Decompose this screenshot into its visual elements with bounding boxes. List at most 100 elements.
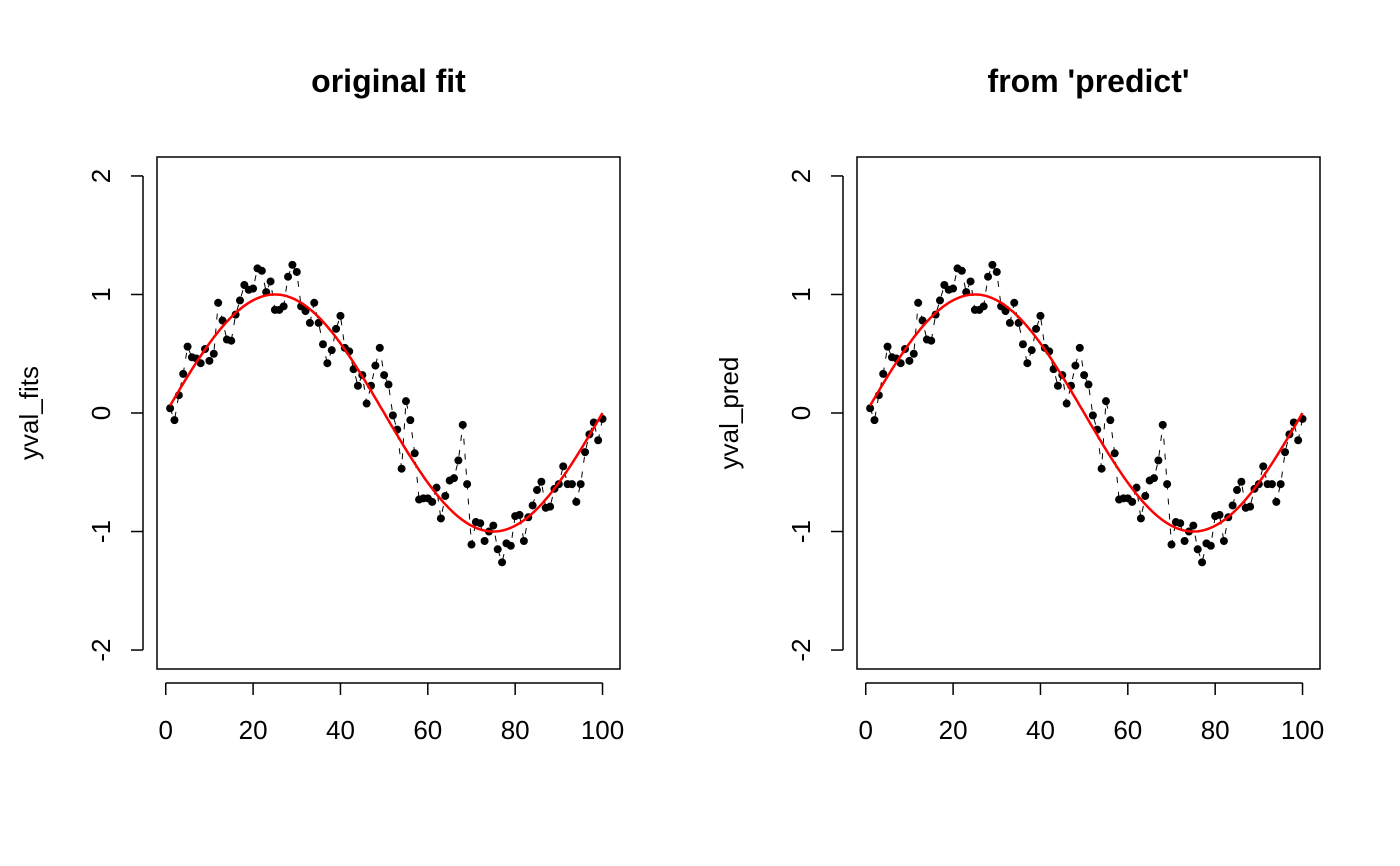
data-point (949, 284, 958, 293)
data-point (528, 501, 537, 510)
data-point (1180, 537, 1189, 545)
y-tick-label: -1 (86, 520, 116, 543)
data-point (1106, 416, 1115, 425)
data-point (1259, 462, 1268, 471)
data-point (476, 519, 485, 528)
y-tick-label: 1 (786, 287, 816, 301)
data-point (310, 298, 319, 307)
data-point (1272, 497, 1281, 506)
data-point (909, 349, 918, 358)
data-point (353, 381, 362, 390)
data-point (441, 491, 450, 500)
x-tick-label: 20 (239, 715, 268, 745)
data-point (450, 474, 459, 483)
data-point (927, 336, 936, 345)
data-point (323, 359, 332, 368)
data-point (384, 380, 393, 389)
data-point (266, 277, 275, 286)
data-point (905, 356, 914, 365)
data-point (1036, 311, 1045, 320)
data-point (305, 318, 314, 327)
data-point (288, 260, 297, 269)
data-point (406, 416, 415, 425)
data-point (979, 302, 988, 311)
data-point (914, 298, 923, 307)
plot-frame (856, 156, 1321, 670)
y-tick-label: 0 (786, 406, 816, 420)
y-tick-label: 2 (786, 169, 816, 183)
data-point (957, 266, 966, 275)
y-axis-label: yval_pred (714, 357, 744, 470)
x-tick-label: 80 (501, 715, 530, 745)
data-point (1032, 324, 1041, 333)
data-point (1154, 456, 1163, 465)
data-point (227, 336, 236, 345)
data-point (988, 260, 997, 269)
y-axis-label: yval_fits (14, 366, 44, 460)
data-point (183, 342, 192, 351)
data-point (489, 521, 498, 530)
data-point (896, 359, 905, 368)
y-tick-label: -2 (86, 638, 116, 661)
plot-frame (156, 156, 621, 670)
data-point (205, 356, 214, 365)
data-point (966, 277, 975, 286)
data-point (1005, 318, 1014, 327)
data-point (336, 311, 345, 320)
data-point (284, 272, 293, 281)
data-point (1267, 480, 1276, 489)
data-point (1001, 307, 1010, 316)
data-point (1010, 298, 1019, 307)
data-point (332, 324, 341, 333)
data-point (362, 399, 371, 408)
data-point (410, 449, 419, 458)
data-point (327, 346, 336, 355)
data-point (375, 343, 384, 352)
data-point (1080, 371, 1089, 380)
data-point (196, 359, 205, 368)
data-point (1233, 486, 1242, 495)
data-point (314, 318, 323, 327)
data-point (572, 497, 581, 506)
data-point (1136, 514, 1145, 523)
data-point (1075, 343, 1084, 352)
data-point (1198, 558, 1207, 567)
data-point (576, 480, 585, 489)
data-point (1062, 399, 1071, 408)
data-point (380, 371, 389, 380)
data-point (493, 545, 502, 554)
data-point (506, 541, 515, 550)
data-point (1163, 480, 1172, 489)
data-point (458, 420, 467, 429)
data-point (1014, 318, 1023, 327)
data-dashed-line (169, 263, 603, 565)
data-point (166, 404, 175, 413)
data-point (1027, 346, 1036, 355)
data-point (235, 296, 244, 305)
y-tick-label: 2 (86, 169, 116, 183)
data-point (1167, 540, 1176, 549)
data-point (1128, 497, 1137, 506)
data-point (1110, 449, 1119, 458)
data-point (1088, 411, 1097, 420)
data-point (594, 436, 603, 445)
data-point (463, 480, 472, 489)
x-tick-label: 20 (939, 715, 968, 745)
chart-title: from 'predict' (988, 63, 1190, 99)
y-tick-label: -2 (786, 638, 816, 661)
data-point (249, 284, 258, 293)
data-point (1071, 361, 1080, 370)
data-point (1097, 464, 1106, 473)
data-point (498, 558, 507, 567)
data-point (1276, 480, 1285, 489)
data-point (866, 404, 875, 413)
data-point (1101, 397, 1110, 406)
data-point (388, 411, 397, 420)
data-point (546, 502, 555, 511)
data-point (1158, 420, 1167, 429)
panel-original-fit: original fit 0 20 40 60 80 100 -2 -1 0 1 2 yval_fits (14, 63, 624, 745)
data-point (467, 540, 476, 549)
fit-curve (169, 293, 604, 533)
data-point (879, 369, 888, 378)
data-point (1018, 340, 1027, 349)
